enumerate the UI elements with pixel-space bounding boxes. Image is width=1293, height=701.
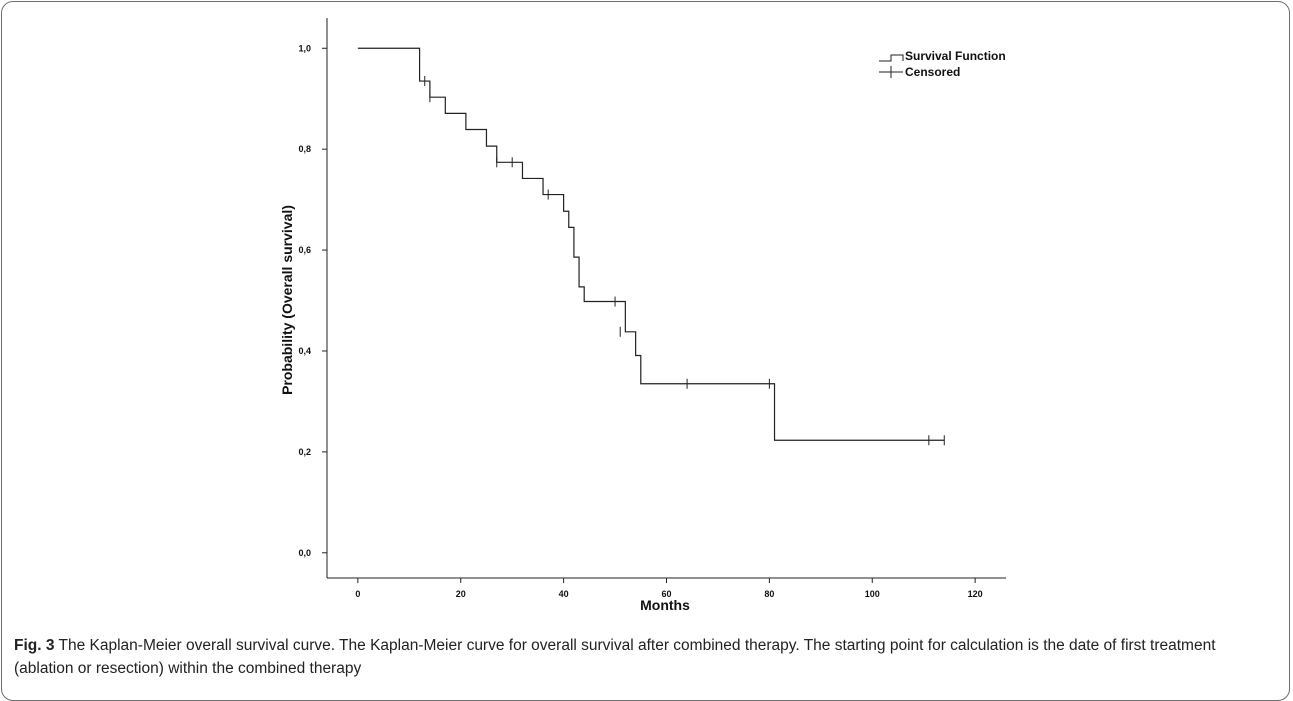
y-tick-label: 0,4 <box>298 346 311 356</box>
caption-label: Fig. 3 <box>14 637 55 654</box>
y-tick-label: 1,0 <box>298 43 311 53</box>
legend-survival-label: Survival Function <box>905 49 1006 63</box>
caption-text: The Kaplan-Meier overall survival curve.… <box>14 637 1216 677</box>
y-tick-label: 0,8 <box>298 144 311 154</box>
x-tick-label: 60 <box>661 589 671 599</box>
y-tick-label: 0,6 <box>298 245 311 255</box>
x-tick-label: 0 <box>355 589 360 599</box>
y-tick-label: 0,0 <box>298 548 311 558</box>
y-tick-label: 0,2 <box>298 447 311 457</box>
legend: Survival Function Censored <box>879 49 1006 79</box>
censored-marks <box>424 76 945 446</box>
x-tick-label: 80 <box>764 589 774 599</box>
y-ticks: 0,0 0,2 0,4 0,6 0,8 1,0 <box>298 43 327 558</box>
x-tick-label: 120 <box>968 589 983 599</box>
survival-function-line <box>357 47 945 441</box>
legend-survival-symbol <box>879 54 904 62</box>
x-ticks: 0 20 40 60 80 100 120 <box>355 578 983 599</box>
legend-censored-label: Censored <box>905 65 960 79</box>
x-axis-title: Months <box>640 597 690 613</box>
x-tick-label: 20 <box>456 589 466 599</box>
figure-caption: Fig. 3 The Kaplan-Meier overall survival… <box>14 634 1274 680</box>
x-tick-label: 100 <box>865 589 880 599</box>
x-tick-label: 40 <box>559 589 569 599</box>
y-axis-title: Probability (Overall survival) <box>279 205 295 395</box>
survival-chart: 0,0 0,2 0,4 0,6 0,8 1,0 0 20 40 60 80 100 120 Month… <box>279 18 1006 613</box>
axes <box>326 18 1006 579</box>
